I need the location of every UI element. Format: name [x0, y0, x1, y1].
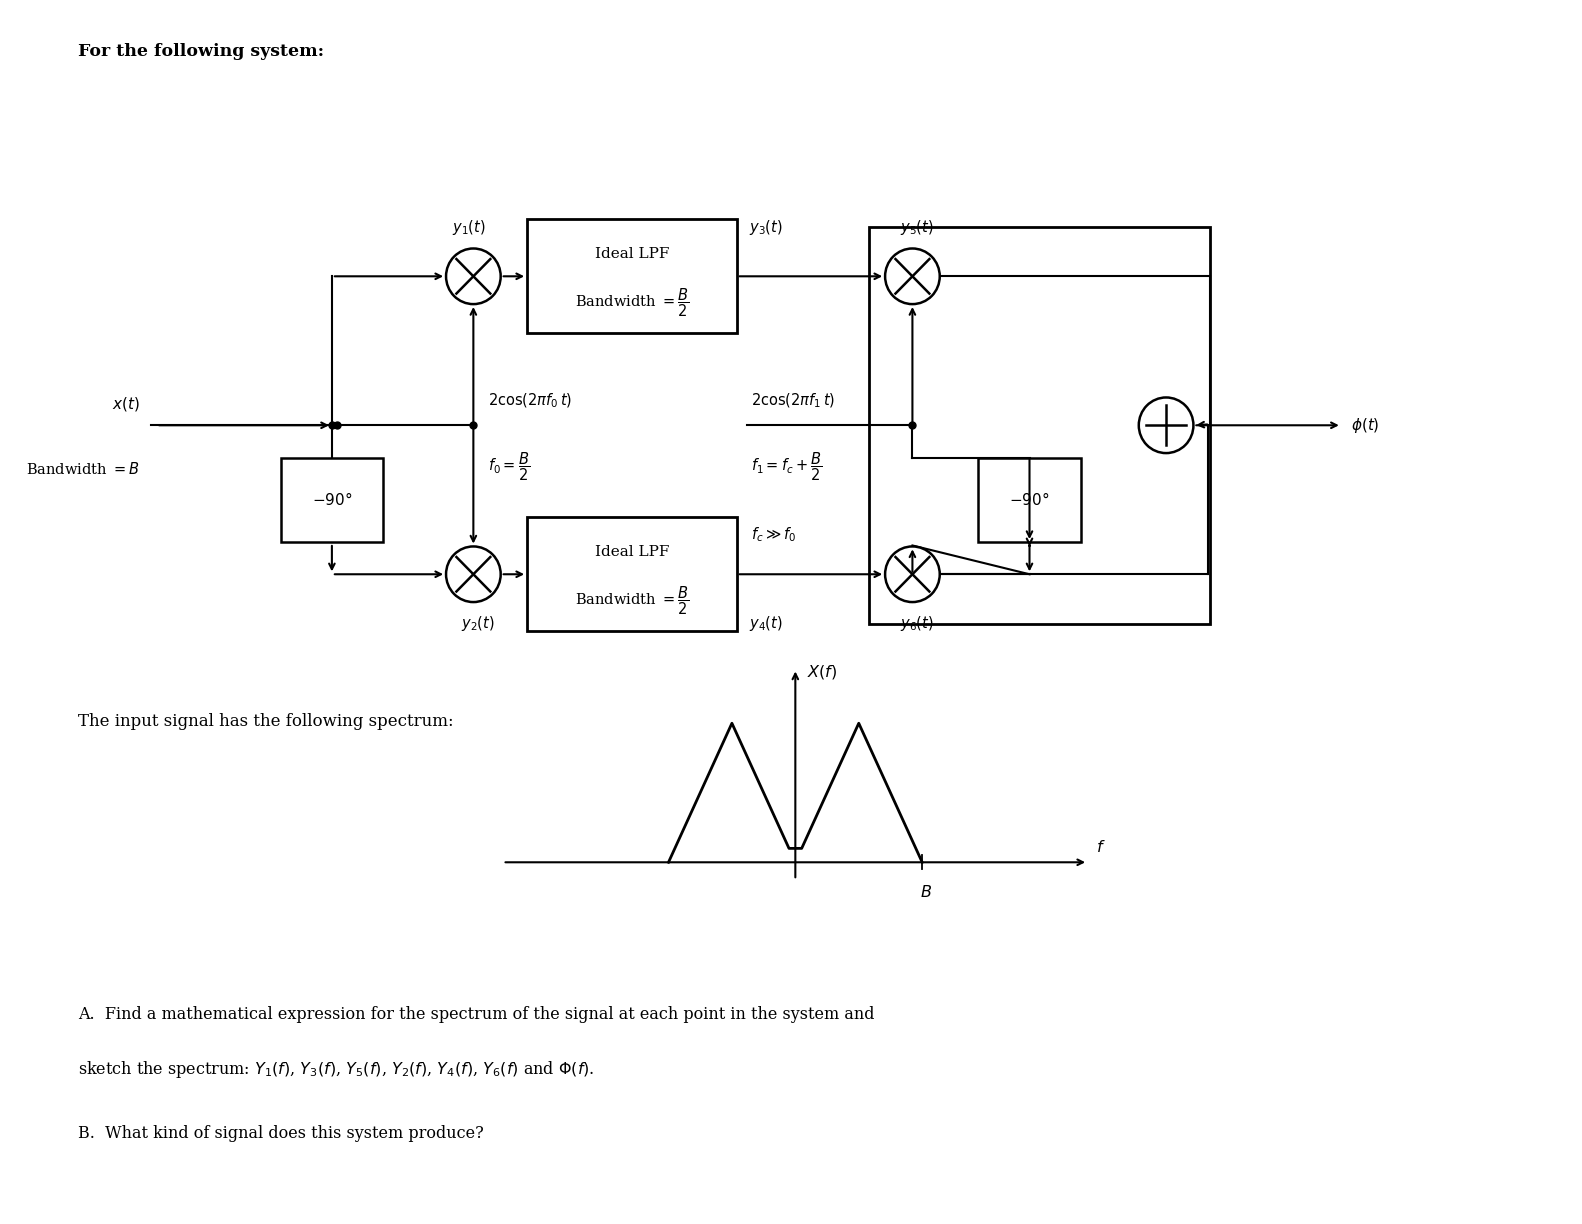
Text: $2\cos(2\pi f_1\,t)$: $2\cos(2\pi f_1\,t)$ — [751, 392, 835, 410]
Bar — [280, 458, 383, 542]
Text: $x(t)$: $x(t)$ — [112, 395, 139, 414]
Text: $X(f)$: $X(f)$ — [807, 662, 837, 681]
Text: $2\cos(2\pi f_0\,t)$: $2\cos(2\pi f_0\,t)$ — [487, 392, 573, 410]
Text: Ideal LPF: Ideal LPF — [595, 546, 669, 559]
Text: $y_5(t)$: $y_5(t)$ — [900, 218, 935, 236]
Text: sketch the spectrum: $Y_1(f)$, $Y_3(f)$, $Y_5(f)$, $Y_2(f)$, $Y_4(f)$, $Y_6(f)$ : sketch the spectrum: $Y_1(f)$, $Y_3(f)$,… — [78, 1059, 595, 1080]
Circle shape — [884, 546, 940, 602]
Text: $f$: $f$ — [1096, 840, 1106, 857]
Text: $f_0 = \dfrac{B}{2}$: $f_0 = \dfrac{B}{2}$ — [487, 450, 530, 483]
Circle shape — [1139, 398, 1193, 453]
Text: $f_c \gg f_0$: $f_c \gg f_0$ — [751, 525, 797, 543]
Circle shape — [884, 248, 940, 304]
Text: $y_3(t)$: $y_3(t)$ — [748, 218, 783, 236]
Text: Bandwidth $=\dfrac{B}{2}$: Bandwidth $=\dfrac{B}{2}$ — [574, 286, 690, 319]
Text: $y_6(t)$: $y_6(t)$ — [900, 614, 935, 633]
Text: $f_1 = f_c + \dfrac{B}{2}$: $f_1 = f_c + \dfrac{B}{2}$ — [751, 450, 823, 483]
Text: Bandwidth $=\dfrac{B}{2}$: Bandwidth $=\dfrac{B}{2}$ — [574, 585, 690, 617]
Text: The input signal has the following spectrum:: The input signal has the following spect… — [78, 714, 454, 731]
Bar — [527, 219, 737, 333]
Text: Ideal LPF: Ideal LPF — [595, 247, 669, 262]
Text: $y_4(t)$: $y_4(t)$ — [748, 614, 783, 633]
Text: A.  Find a mathematical expression for the spectrum of the signal at each point : A. Find a mathematical expression for th… — [78, 1006, 875, 1023]
Text: B.  What kind of signal does this system produce?: B. What kind of signal does this system … — [78, 1126, 484, 1142]
Text: For the following system:: For the following system: — [78, 43, 324, 60]
Text: $\phi(t)$: $\phi(t)$ — [1351, 416, 1380, 435]
Bar — [869, 226, 1210, 624]
Text: $y_1(t)$: $y_1(t)$ — [451, 218, 486, 236]
Text: Bandwidth $= B$: Bandwidth $= B$ — [25, 461, 139, 477]
Text: $y_2(t)$: $y_2(t)$ — [462, 614, 495, 633]
Bar — [527, 518, 737, 632]
Circle shape — [446, 248, 500, 304]
Text: $B$: $B$ — [921, 884, 932, 901]
Text: $-90°$: $-90°$ — [1009, 491, 1050, 508]
Text: $-90°$: $-90°$ — [312, 491, 353, 508]
Bar — [978, 458, 1081, 542]
Circle shape — [446, 546, 500, 602]
